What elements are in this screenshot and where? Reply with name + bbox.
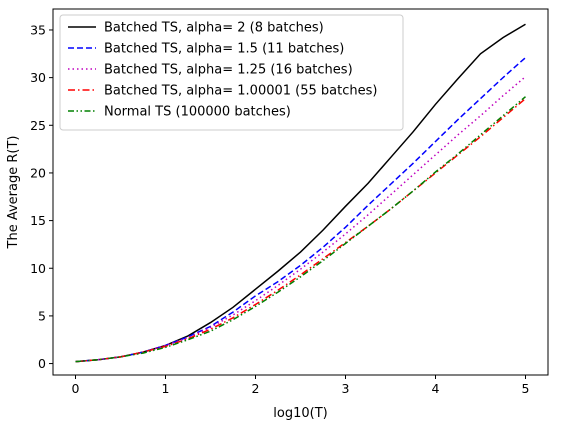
series-line-4 — [75, 98, 526, 363]
x-axis-ticks: 0 1 2 3 4 5 — [72, 375, 530, 396]
y-tick-label: 5 — [38, 308, 46, 323]
y-tick-label: 20 — [30, 165, 46, 180]
y-tick-label: 10 — [30, 261, 46, 276]
y-tick-label: 30 — [30, 70, 46, 85]
series-line-3 — [75, 76, 526, 363]
y-tick-label: 35 — [30, 22, 46, 37]
x-tick-label: 3 — [342, 381, 350, 396]
x-tick-label: 0 — [72, 381, 80, 396]
legend-label-2: Batched TS, alpha= 1.5 (11 batches) — [104, 42, 344, 57]
x-tick-label: 1 — [162, 381, 170, 396]
y-tick-label: 0 — [38, 356, 46, 371]
y-axis-ticks: 0 5 10 15 20 25 30 35 — [30, 22, 53, 371]
legend-frame — [59, 14, 404, 131]
legend-label-4: Batched TS, alpha= 1.00001 (55 batches) — [104, 84, 377, 99]
x-tick-label: 2 — [252, 381, 260, 396]
y-tick-label: 25 — [30, 118, 46, 133]
x-tick-label: 5 — [522, 381, 530, 396]
y-tick-label: 15 — [30, 213, 46, 228]
x-tick-label: 4 — [432, 381, 440, 396]
legend-label-3: Batched TS, alpha= 1.25 (16 batches) — [104, 63, 353, 78]
y-axis-label: The Average R(T) — [6, 136, 21, 250]
legend-label-1: Batched TS, alpha= 2 (8 batches) — [104, 21, 324, 36]
series-line-5 — [75, 96, 526, 363]
x-axis-label: log10(T) — [273, 406, 327, 421]
plot-frame — [52, 8, 549, 376]
series-layer — [75, 23, 526, 363]
legend: Batched TS, alpha= 2 (8 batches) Batched … — [59, 14, 404, 131]
legend-label-5: Normal TS (100000 batches) — [104, 105, 291, 120]
